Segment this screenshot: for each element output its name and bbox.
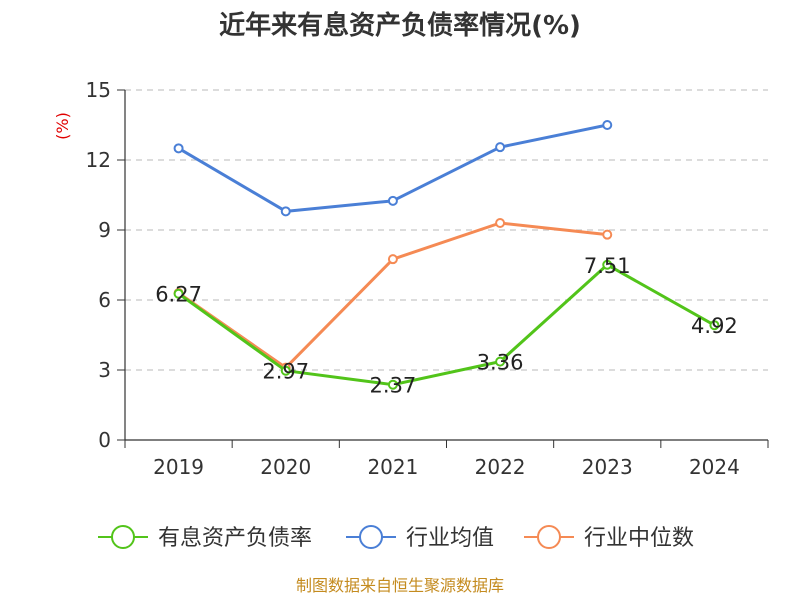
data-point: [387, 195, 398, 206]
data-point: [280, 365, 291, 376]
y-axis-unit-label: (%): [53, 112, 72, 140]
legend-marker-icon: [359, 525, 383, 549]
data-point: [602, 229, 613, 240]
legend-marker-icon: [537, 525, 561, 549]
axes: 0 3 6 9 12 15 2019 2020 2021 2022 2023 2024: [86, 78, 769, 479]
data-point: [173, 143, 184, 154]
x-tick-label: 2024: [689, 455, 740, 479]
data-point: [602, 259, 613, 270]
legend-item-label: 行业中位数: [584, 526, 694, 551]
data-point: [495, 356, 506, 367]
data-label: 4.92: [691, 314, 738, 338]
data-point: [495, 218, 506, 228]
x-tick-label: 2023: [582, 455, 633, 479]
data-point: [709, 320, 720, 331]
legend-marker-icon: [111, 525, 135, 549]
x-tick-label: 2020: [260, 455, 311, 479]
data-label: 7.51: [584, 254, 631, 278]
data-label: 2.97: [262, 360, 309, 384]
y-tick-label: 15: [86, 78, 111, 102]
legend-item-label: 行业均值: [406, 526, 494, 551]
legend: 有息资产负债率 行业均值 行业中位数: [98, 525, 694, 551]
data-label: 2.37: [370, 374, 417, 398]
legend-item-label: 有息资产负债率: [158, 526, 312, 551]
chart-title: 近年来有息资产负债率情况(%): [219, 10, 581, 41]
data-point: [387, 379, 398, 390]
data-point: [387, 254, 398, 265]
data-labels: 6.27 2.97 2.37 3.36 7.51 4.92: [155, 254, 738, 398]
data-point: [602, 120, 613, 130]
x-tick-label: 2019: [153, 455, 204, 479]
data-point: [495, 142, 506, 153]
grid-lines: [125, 89, 768, 371]
data-point: [280, 206, 291, 217]
series-lines: [173, 120, 720, 390]
y-tick-label: 0: [98, 428, 111, 452]
data-point: [173, 288, 184, 299]
y-tick-label: 6: [98, 288, 111, 312]
y-tick-label: 9: [98, 218, 111, 242]
data-label: 3.36: [477, 351, 524, 375]
series-line-2: [177, 221, 609, 370]
y-tick-label: 12: [86, 148, 111, 172]
source-note: 制图数据来自恒生聚源数据库: [296, 576, 504, 595]
series-line-0: [177, 263, 716, 387]
x-tick-label: 2022: [475, 455, 526, 479]
data-label: 6.27: [155, 283, 202, 307]
y-tick-label: 3: [98, 358, 111, 382]
x-tick-label: 2021: [367, 455, 418, 479]
